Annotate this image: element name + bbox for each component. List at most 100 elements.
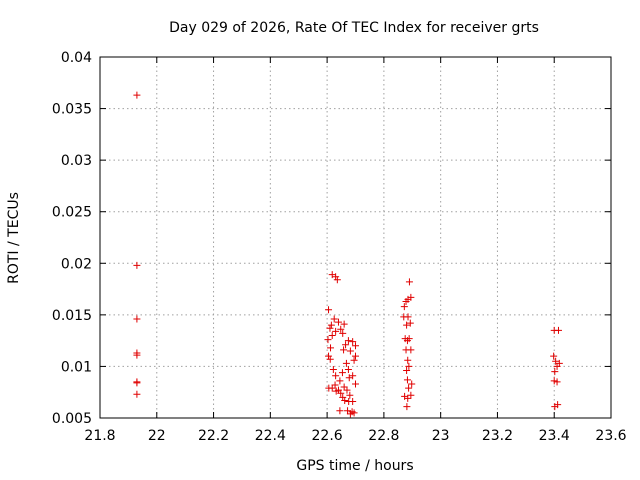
data-point bbox=[554, 326, 562, 334]
data-point bbox=[338, 369, 346, 377]
data-point bbox=[327, 344, 335, 352]
y-tick-labels: 0.005 0.01 0.015 0.02 0.025 0.03 0.035 0.04 bbox=[52, 50, 92, 427]
data-point bbox=[337, 389, 345, 397]
y-tick-label: 0.02 bbox=[61, 256, 92, 272]
data-point bbox=[337, 325, 345, 333]
data-point bbox=[404, 356, 412, 364]
x-tick-label: 22.6 bbox=[312, 428, 343, 444]
data-point bbox=[342, 341, 350, 349]
axis-ticks bbox=[99, 56, 612, 419]
data-point bbox=[400, 303, 408, 311]
data-point bbox=[133, 91, 141, 99]
data-point bbox=[403, 376, 411, 384]
data-point bbox=[346, 391, 354, 399]
data-point bbox=[405, 362, 413, 370]
data-point bbox=[404, 313, 412, 321]
y-tick-label: 0.03 bbox=[61, 153, 92, 169]
x-tick-label: 23.2 bbox=[482, 428, 513, 444]
data-point bbox=[326, 355, 334, 363]
data-point bbox=[333, 276, 341, 284]
y-tick-label: 0.01 bbox=[61, 359, 92, 375]
data-point bbox=[404, 394, 412, 402]
data-point bbox=[326, 324, 334, 332]
data-point bbox=[133, 261, 141, 269]
data-point bbox=[334, 318, 342, 326]
data-point bbox=[343, 386, 351, 394]
data-point bbox=[403, 337, 411, 345]
data-point bbox=[336, 377, 344, 385]
data-point bbox=[325, 352, 333, 360]
y-tick-label: 0.035 bbox=[52, 102, 92, 118]
data-point bbox=[332, 387, 340, 395]
data-point bbox=[332, 327, 340, 335]
data-points bbox=[133, 91, 563, 418]
data-point bbox=[551, 403, 559, 411]
x-tick-label: 23.6 bbox=[595, 428, 626, 444]
data-point bbox=[328, 331, 336, 339]
data-point bbox=[402, 297, 410, 305]
data-point bbox=[340, 320, 348, 328]
data-point bbox=[553, 378, 561, 386]
y-tick-label: 0.015 bbox=[52, 308, 92, 324]
data-point bbox=[324, 336, 332, 344]
data-point bbox=[405, 278, 413, 286]
data-point bbox=[133, 315, 141, 323]
data-point bbox=[328, 384, 336, 392]
data-point bbox=[408, 380, 416, 388]
chart-title: Day 029 of 2026, Rate Of TEC Index for r… bbox=[169, 20, 539, 36]
data-point bbox=[346, 410, 354, 418]
data-point bbox=[346, 347, 354, 355]
data-point bbox=[330, 315, 338, 323]
data-point bbox=[344, 366, 352, 374]
data-point bbox=[342, 359, 350, 367]
plot-frame bbox=[99, 56, 612, 419]
y-tick-label: 0.04 bbox=[61, 50, 92, 66]
x-axis-label: GPS time / hours bbox=[296, 458, 413, 474]
data-point bbox=[403, 403, 411, 411]
data-point bbox=[339, 329, 347, 337]
data-point bbox=[551, 368, 559, 376]
data-point bbox=[336, 407, 344, 415]
data-point bbox=[350, 409, 358, 417]
data-point bbox=[133, 379, 141, 387]
x-tick-label: 21.8 bbox=[84, 428, 115, 444]
data-point bbox=[407, 346, 415, 354]
data-point bbox=[405, 384, 413, 392]
data-point bbox=[133, 390, 141, 398]
data-point bbox=[341, 396, 349, 404]
data-point bbox=[345, 397, 353, 405]
data-point bbox=[550, 377, 558, 385]
x-tick-labels: 21.8 22 22.2 22.4 22.6 22.8 23 23.2 23.4 23.6 bbox=[84, 428, 626, 444]
data-point bbox=[327, 321, 335, 329]
data-point bbox=[349, 338, 357, 346]
data-point bbox=[331, 381, 339, 389]
x-tick-label: 23.4 bbox=[539, 428, 570, 444]
data-point bbox=[345, 374, 353, 382]
x-tick-label: 22.2 bbox=[198, 428, 229, 444]
data-point bbox=[133, 351, 141, 359]
data-point bbox=[553, 362, 561, 370]
data-point bbox=[552, 357, 560, 365]
x-tick-label: 23 bbox=[432, 428, 450, 444]
data-point bbox=[352, 342, 359, 350]
data-point bbox=[352, 352, 359, 360]
data-point bbox=[550, 352, 558, 360]
y-tick-label: 0.025 bbox=[52, 205, 92, 221]
data-point bbox=[340, 346, 348, 354]
x-tick-label: 22.4 bbox=[255, 428, 286, 444]
data-point bbox=[352, 380, 359, 388]
data-point bbox=[403, 321, 411, 329]
data-point bbox=[350, 356, 358, 364]
data-point bbox=[325, 306, 333, 314]
grid bbox=[100, 57, 611, 418]
data-point bbox=[344, 337, 352, 345]
data-point bbox=[329, 366, 337, 374]
data-point bbox=[340, 383, 348, 391]
data-point bbox=[403, 367, 411, 375]
y-tick-label: 0.005 bbox=[52, 411, 92, 427]
data-point bbox=[332, 273, 340, 281]
data-point bbox=[332, 372, 340, 380]
y-axis-label: ROTI / TECUs bbox=[6, 192, 22, 284]
data-point bbox=[344, 407, 352, 415]
